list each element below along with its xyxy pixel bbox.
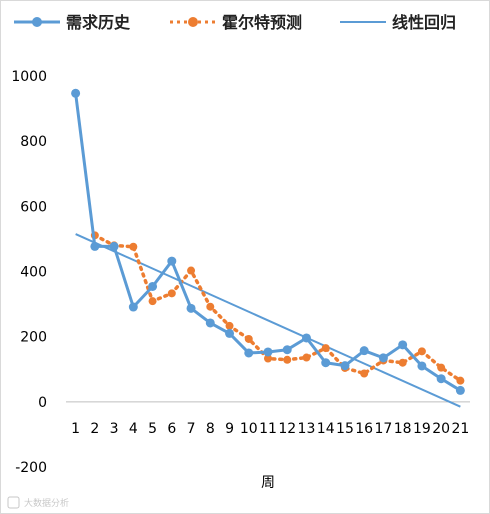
- x-tick-label: 8: [206, 421, 215, 437]
- y-axis-tick-labels: -200 0 200 400 600 800 1000: [11, 69, 47, 476]
- demand-history-point: [244, 348, 254, 358]
- holt-forecast-point: [187, 266, 196, 275]
- x-tick-label: 15: [336, 421, 354, 437]
- y-tick-label: -200: [15, 460, 47, 476]
- series-layer: [71, 88, 465, 408]
- legend-item-regression: 线性回归: [340, 13, 456, 32]
- x-tick-label: 16: [355, 421, 373, 437]
- holt-forecast-point: [283, 355, 292, 364]
- x-tick-label: 3: [110, 421, 119, 437]
- demand-history-point: [71, 88, 81, 98]
- holt-forecast-point: [206, 302, 215, 311]
- demand-history-point: [167, 256, 177, 266]
- legend-item-holt: 霍尔特预测: [170, 13, 302, 32]
- holt-forecast-point: [129, 242, 138, 251]
- x-tick-label: 4: [129, 421, 138, 437]
- x-tick-label: 17: [375, 421, 393, 437]
- legend: 需求历史 霍尔特预测 线性回归: [14, 13, 456, 32]
- demand-history-point: [205, 318, 215, 328]
- demand-history-point: [340, 361, 350, 371]
- demand-history-point: [417, 361, 427, 371]
- holt-forecast-point: [456, 376, 465, 385]
- x-tick-label: 12: [278, 421, 296, 437]
- x-tick-label: 10: [240, 421, 258, 437]
- holt-forecast-point: [167, 289, 176, 298]
- watermark: 大数据分析: [7, 496, 69, 509]
- holt-forecast-point: [148, 297, 157, 306]
- x-tick-label: 5: [148, 421, 157, 437]
- legend-holt-label: 霍尔特预测: [222, 13, 302, 32]
- x-tick-label: 11: [259, 421, 277, 437]
- holt-forecast-point: [360, 369, 369, 378]
- y-tick-label: 400: [20, 265, 47, 281]
- x-tick-label: 13: [298, 421, 316, 437]
- x-axis-tick-labels: 1 2 3 4 5 6 7 8 9 10 11 12 13 14 15 16 17 18 19 20 21: [71, 421, 469, 437]
- legend-demand-marker: [32, 17, 42, 27]
- demand-history-point: [436, 374, 446, 384]
- demand-history-point: [90, 241, 100, 251]
- legend-regression-label: 线性回归: [392, 13, 456, 32]
- x-tick-label: 19: [413, 421, 431, 437]
- x-tick-label: 9: [225, 421, 234, 437]
- demand-history-point: [148, 281, 158, 291]
- demand-history-point: [282, 345, 292, 355]
- legend-holt-marker: [188, 17, 198, 27]
- x-tick-label: 2: [90, 421, 99, 437]
- demand-history-point: [225, 328, 235, 338]
- y-tick-label: 200: [20, 330, 47, 346]
- demand-history-point: [378, 353, 388, 363]
- demand-history-point: [398, 340, 408, 350]
- y-tick-label: 0: [38, 395, 47, 411]
- demand-history-point: [109, 241, 119, 251]
- y-tick-label: 600: [20, 199, 47, 215]
- x-tick-label: 7: [187, 421, 196, 437]
- demand-history-point: [359, 346, 369, 356]
- y-tick-label: 1000: [11, 69, 47, 85]
- holt-forecast-point: [398, 358, 407, 367]
- demand-history-point: [321, 358, 331, 368]
- x-tick-label: 14: [317, 421, 335, 437]
- demand-history-point: [455, 385, 465, 395]
- holt-forecast-point: [437, 363, 446, 372]
- watermark-logo-icon: [7, 496, 20, 509]
- holt-forecast-point: [321, 344, 330, 353]
- holt-forecast-point: [264, 354, 272, 363]
- demand-history-point: [128, 302, 138, 312]
- y-tick-label: 800: [20, 134, 47, 150]
- legend-item-demand: 需求历史: [14, 13, 131, 32]
- x-tick-label: 21: [451, 421, 469, 437]
- x-tick-label: 20: [432, 421, 450, 437]
- watermark-text: 大数据分析: [24, 497, 69, 509]
- x-tick-label: 1: [71, 421, 80, 437]
- x-axis-title: 周: [261, 475, 275, 491]
- legend-demand-label: 需求历史: [66, 13, 131, 32]
- demand-history-point: [186, 303, 196, 313]
- holt-forecast-point: [244, 334, 253, 343]
- demand-history-point: [301, 333, 311, 343]
- x-tick-label: 18: [394, 421, 412, 437]
- demand-history-point: [263, 347, 273, 357]
- holt-forecast-point: [302, 353, 311, 362]
- holt-forecast-point: [225, 321, 234, 330]
- holt-forecast-point: [417, 347, 426, 356]
- x-tick-label: 6: [167, 421, 176, 437]
